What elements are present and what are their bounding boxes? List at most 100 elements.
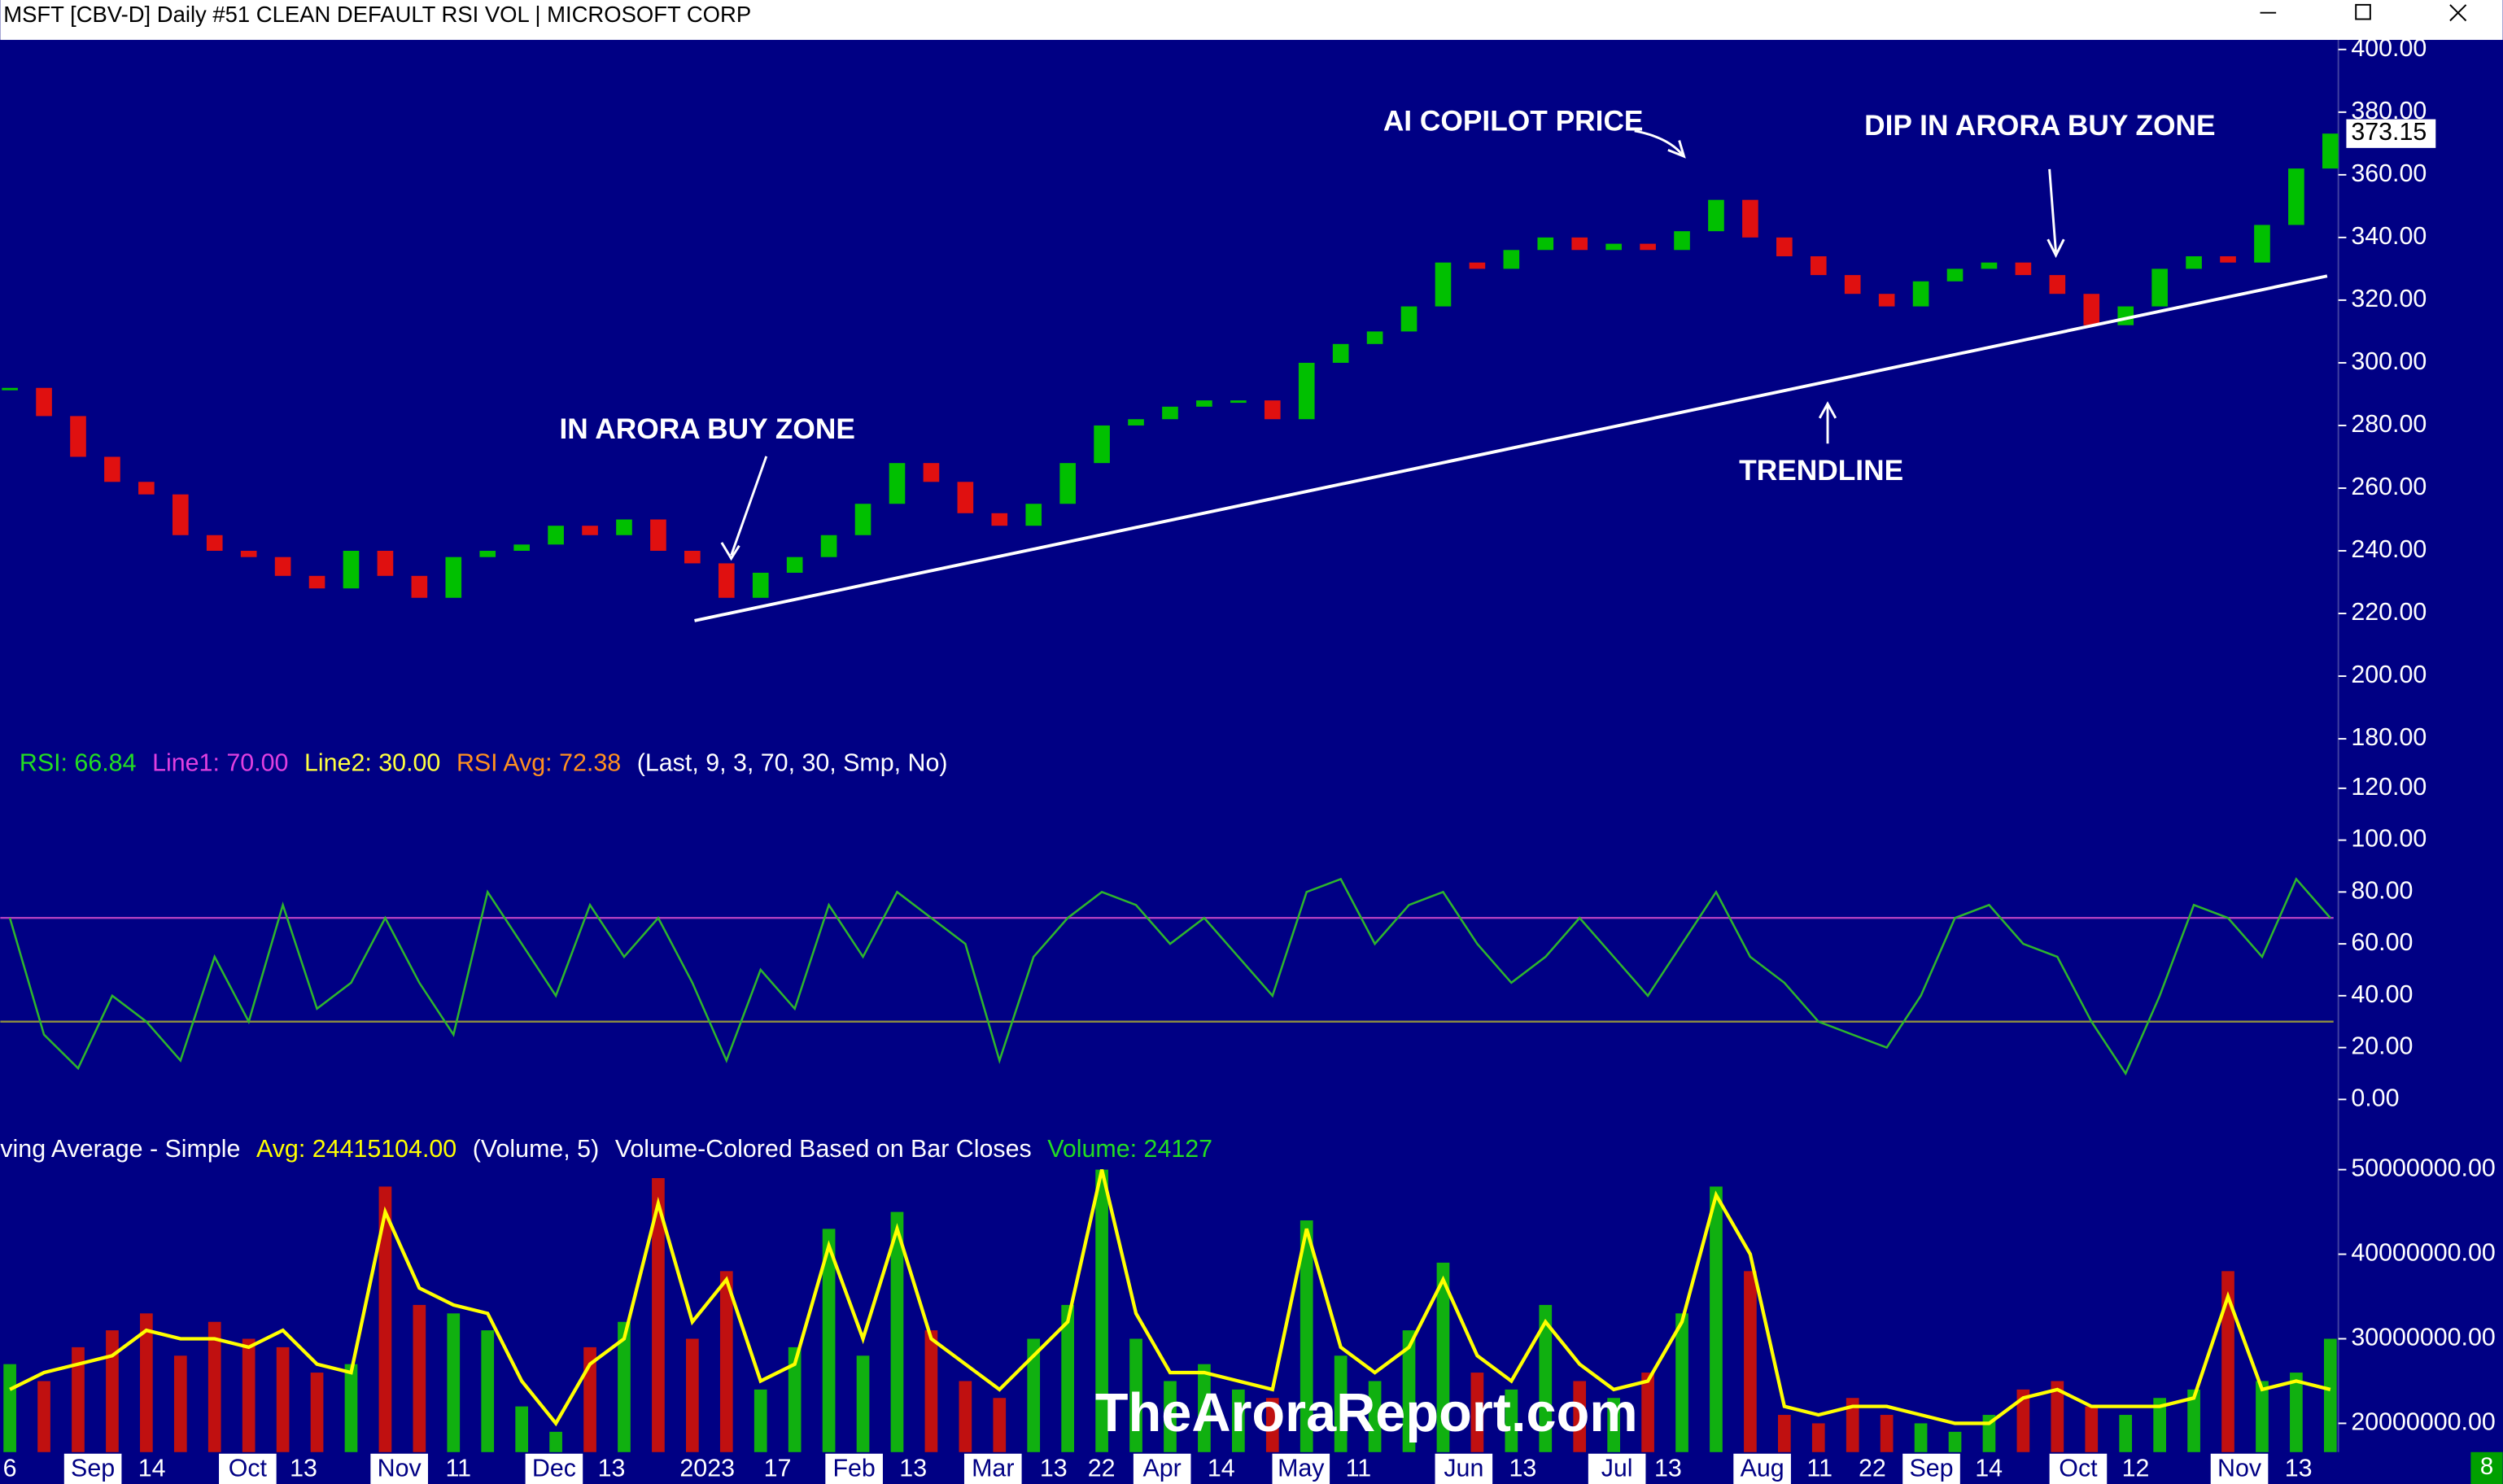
candle: [1162, 406, 1178, 420]
volume-bar: [378, 1186, 392, 1452]
x-label-box: [1435, 1453, 1493, 1484]
legend-item: Volume: 24127: [1047, 1135, 1212, 1163]
volume-bar: [2153, 1398, 2166, 1452]
candle: [1196, 400, 1212, 407]
volume-bar: [1573, 1381, 1587, 1452]
x-tick-label: Nov: [2217, 1454, 2262, 1482]
volume-bar: [549, 1431, 562, 1452]
candle: [684, 551, 701, 564]
volume-bar: [1539, 1304, 1553, 1452]
legend-item: Avg: 24415104.00: [256, 1135, 456, 1163]
x-tick-label: 13: [1654, 1454, 1682, 1482]
x-label-box: [1588, 1453, 1646, 1484]
x-label-box: [370, 1453, 428, 1484]
volume-bar: [618, 1321, 631, 1452]
candle: [1878, 294, 1895, 307]
volume-bar: [856, 1355, 870, 1452]
volume-bar: [2051, 1381, 2064, 1452]
volume-bar: [1368, 1381, 1382, 1452]
x-label-box: [1133, 1453, 1191, 1484]
y-tick-label: 40000000.00: [2351, 1239, 2495, 1267]
annotation: AI COPILOT PRICE: [1383, 105, 1644, 137]
candle: [1469, 262, 1486, 269]
candle: [1503, 250, 1520, 269]
x-tick-label: Oct: [229, 1454, 268, 1482]
candle: [1708, 199, 1724, 232]
close-button[interactable]: [2449, 4, 2467, 22]
x-tick-label: Oct: [2059, 1454, 2098, 1482]
x-label-box: [1733, 1453, 1791, 1484]
candle: [1366, 331, 1383, 344]
volume-bar: [719, 1271, 733, 1452]
volume-bar: [1777, 1415, 1791, 1452]
y-tick-label: 40.00: [2351, 980, 2413, 1008]
x-tick-label: 13: [598, 1454, 626, 1482]
volume-bar: [1334, 1355, 1348, 1452]
volume-bar: [993, 1398, 1007, 1452]
maximize-button[interactable]: [2355, 3, 2371, 20]
y-tick-label: 360.00: [2351, 159, 2427, 187]
volume-bar: [2290, 1373, 2303, 1452]
annotation: IN ARORA BUY ZONE: [559, 413, 854, 445]
candle: [206, 535, 223, 552]
volume-bar: [2256, 1381, 2269, 1452]
candle: [479, 551, 496, 557]
annotation-arrows: [720, 129, 2065, 561]
legend: ving Average - Simple Avg: 24415104.00 (Vo…: [0, 1135, 1212, 1163]
candle: [820, 535, 837, 557]
x-tick-label: 22: [1088, 1454, 1116, 1482]
volume-bar: [2119, 1415, 2133, 1452]
x-tick-label: May: [1278, 1454, 1325, 1482]
candle: [36, 387, 52, 417]
volume-bar: [140, 1313, 153, 1452]
candle: [445, 556, 462, 598]
corner-badge: 8: [2480, 1453, 2493, 1480]
volume-bar: [2085, 1406, 2099, 1452]
y-tick-label: 220.00: [2351, 598, 2427, 626]
volume-bar: [242, 1338, 256, 1452]
y-tick-label: 120.00: [2351, 773, 2427, 801]
volume-bar: [310, 1373, 324, 1452]
x-tick-label: 13: [899, 1454, 927, 1482]
volume-bar: [1232, 1389, 1245, 1452]
volume-bar: [1641, 1373, 1654, 1452]
candle: [786, 556, 803, 573]
x-label-box: [1902, 1453, 1960, 1484]
candle: [274, 556, 291, 576]
x-tick-label: 12: [2122, 1454, 2150, 1482]
x-tick-label: 6: [3, 1454, 17, 1482]
legend-item: (Volume, 5): [473, 1135, 599, 1163]
trendline: [694, 274, 2328, 622]
volume-bar: [173, 1355, 187, 1452]
x-tick-label: Aug: [1741, 1454, 1784, 1482]
volume-bar: [2016, 1389, 2030, 1452]
x-tick-label: 14: [1208, 1454, 1235, 1482]
volume-bar: [1027, 1338, 1041, 1452]
volume-bar: [3, 1364, 16, 1452]
volume-bar: [686, 1338, 699, 1452]
candle: [1059, 463, 1076, 504]
x-tick-label: 13: [1509, 1454, 1537, 1482]
candle: [1810, 255, 1827, 276]
candle: [1912, 281, 1929, 307]
volume-bar: [481, 1330, 495, 1452]
rsi-line: [8, 877, 2331, 1076]
candle: [991, 513, 1008, 526]
candle: [1025, 504, 1042, 526]
x-label-box: [525, 1453, 583, 1484]
candle: [923, 463, 940, 482]
volume-bar: [1675, 1313, 1688, 1452]
candle: [411, 575, 428, 598]
candle: [1128, 419, 1144, 426]
candle: [104, 456, 120, 482]
candle: [1400, 306, 1417, 332]
arrow: [1634, 129, 1686, 159]
candle: [2322, 133, 2339, 169]
x-tick-label: Dec: [532, 1454, 576, 1482]
legend-item: Line2: 30.00: [304, 749, 440, 776]
volume-bar: [1095, 1169, 1108, 1452]
annotation: TRENDLINE: [1739, 455, 1903, 487]
y-tick-label: 240.00: [2351, 535, 2427, 563]
